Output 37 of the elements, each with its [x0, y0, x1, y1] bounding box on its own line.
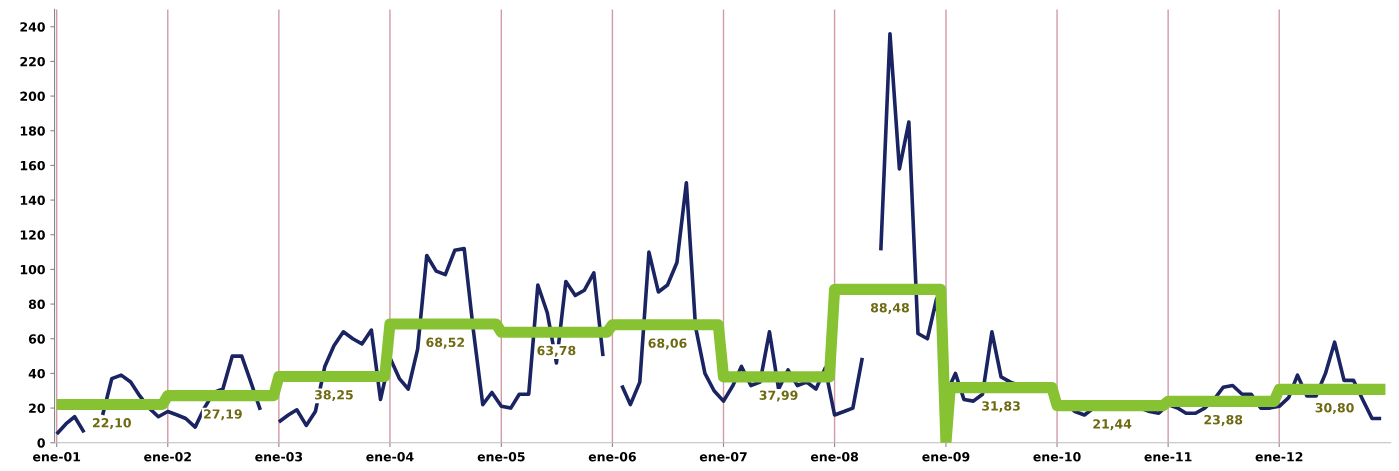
y-tick-label: 220	[20, 56, 45, 67]
data-label: 88,48	[870, 303, 909, 315]
x-tick-label: ene-07	[699, 451, 747, 462]
x-tick-label: ene-12	[1255, 451, 1303, 462]
y-tick-label: 100	[20, 264, 45, 275]
data-label: 30,80	[1315, 402, 1354, 415]
data-label: 22,10	[93, 418, 131, 430]
y-tick-label: 60	[28, 334, 45, 344]
x-tick-label: ene-04	[366, 451, 414, 462]
y-tick-label: 0	[37, 438, 45, 448]
data-label: 31,83	[982, 401, 1020, 413]
x-tick-label: ene-03	[255, 451, 303, 462]
y-tick-label: 80	[28, 299, 45, 309]
data-label: 27,19	[204, 409, 242, 421]
y-tick-label: 140	[20, 195, 45, 206]
data-label: 23,88	[1204, 414, 1243, 427]
x-tick-label: ene-06	[588, 451, 636, 462]
x-tick-label: ene-08	[810, 451, 859, 462]
y-tick-label: 180	[20, 126, 45, 136]
x-tick-label: ene-11	[1144, 452, 1192, 462]
y-tick-label: 40	[28, 368, 45, 379]
x-tick-label: ene-05	[477, 451, 525, 462]
y-tick-label: 160	[20, 160, 45, 171]
x-tick-label: ene-01	[33, 451, 81, 462]
y-tick-label: 20	[29, 403, 45, 413]
data-label: 63,78	[537, 345, 576, 357]
x-tick-label: ene-02	[144, 451, 191, 462]
data-label: 38,25	[315, 390, 353, 402]
x-tick-label: ene-10	[1033, 451, 1081, 462]
data-label: 68,52	[426, 337, 465, 349]
y-tick-label: 240	[20, 22, 45, 32]
y-tick-label: 120	[20, 230, 45, 240]
y-tick-label: 200	[20, 91, 45, 102]
data-label: 37,99	[759, 390, 798, 402]
x-tick-label: ene-09	[922, 451, 970, 462]
data-label: 21,44	[1093, 419, 1132, 431]
data-label: 68,06	[648, 338, 687, 350]
